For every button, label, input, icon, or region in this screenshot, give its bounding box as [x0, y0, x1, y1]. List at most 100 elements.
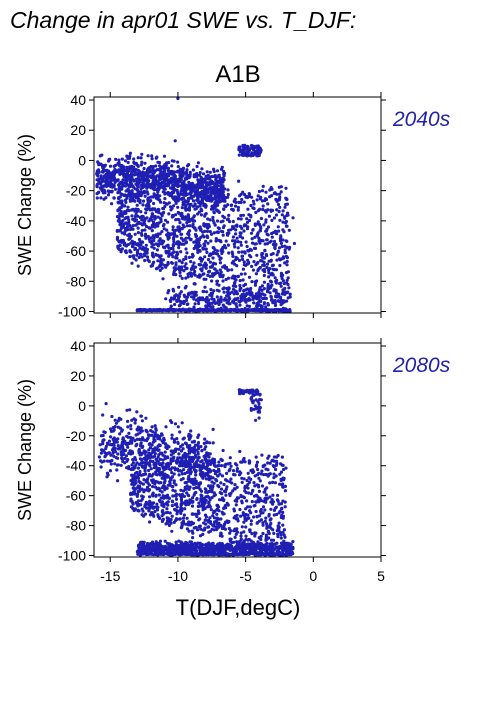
- data-point: [119, 181, 123, 185]
- data-point: [227, 302, 231, 306]
- data-point: [251, 468, 255, 472]
- data-point: [174, 508, 178, 512]
- data-point: [148, 307, 152, 312]
- data-point: [185, 224, 189, 228]
- data-point: [217, 463, 221, 468]
- data-point: [220, 198, 224, 202]
- data-point: [173, 302, 177, 307]
- data-point: [116, 447, 120, 451]
- data-point: [159, 254, 163, 258]
- data-point: [116, 452, 120, 456]
- data-point: [205, 188, 209, 192]
- data-point: [249, 146, 253, 150]
- data-point: [240, 254, 245, 258]
- data-point: [159, 219, 163, 224]
- data-point: [277, 192, 282, 196]
- data-point: [142, 438, 147, 442]
- data-point: [206, 494, 210, 498]
- data-point: [158, 437, 162, 441]
- data-point: [236, 217, 241, 221]
- data-point: [165, 475, 169, 479]
- data-point: [189, 274, 194, 278]
- data-point: [185, 491, 189, 495]
- data-point: [186, 500, 190, 504]
- data-point: [108, 469, 112, 473]
- data-point: [279, 303, 283, 307]
- data-point: [176, 160, 180, 164]
- data-point: [259, 537, 263, 542]
- data-point: [125, 171, 130, 175]
- data-point: [190, 504, 195, 508]
- data-point: [291, 216, 295, 220]
- data-point: [189, 307, 193, 311]
- data-point: [286, 276, 290, 280]
- data-point: [156, 469, 160, 473]
- data-point: [214, 478, 218, 482]
- data-point: [126, 205, 130, 209]
- data-point: [281, 209, 285, 213]
- data-point: [215, 516, 219, 520]
- data-point: [121, 436, 125, 440]
- data-point: [158, 471, 162, 476]
- data-point: [183, 286, 187, 290]
- data-point: [280, 507, 284, 511]
- data-point: [270, 271, 274, 275]
- data-point: [142, 252, 146, 256]
- data-point: [191, 450, 195, 454]
- data-point: [211, 215, 215, 220]
- data-point: [153, 176, 157, 181]
- data-point: [260, 304, 264, 308]
- data-point: [156, 259, 160, 263]
- data-point: [139, 503, 143, 507]
- data-point: [123, 249, 127, 253]
- data-point: [222, 193, 226, 197]
- data-point: [234, 503, 238, 507]
- data-point: [260, 453, 264, 457]
- data-point: [276, 493, 280, 497]
- data-point: [187, 196, 191, 200]
- data-point: [185, 516, 189, 520]
- data-point: [155, 242, 160, 246]
- data-point: [278, 239, 283, 243]
- data-point: [180, 189, 184, 193]
- data-point: [139, 426, 143, 430]
- data-point: [156, 190, 160, 194]
- data-point: [99, 182, 103, 186]
- data-point: [169, 517, 173, 522]
- data-point: [188, 192, 192, 196]
- data-point: [163, 308, 168, 312]
- data-point: [245, 287, 250, 291]
- data-point: [138, 480, 142, 485]
- data-point: [236, 208, 240, 212]
- data-point: [114, 157, 118, 161]
- data-point: [136, 179, 140, 183]
- data-point: [175, 512, 179, 516]
- data-point: [239, 217, 243, 221]
- data-point: [186, 302, 190, 306]
- data-point: [231, 219, 235, 224]
- data-point: [243, 272, 247, 276]
- data-point: [274, 281, 278, 285]
- y-tick-label: -100: [58, 303, 86, 319]
- data-point: [98, 443, 102, 447]
- data-point: [283, 205, 287, 209]
- data-point: [180, 232, 184, 236]
- data-point: [118, 432, 122, 436]
- data-point: [162, 239, 166, 243]
- data-point: [221, 230, 225, 234]
- data-point: [144, 243, 148, 247]
- data-point: [172, 204, 176, 208]
- data-point: [115, 229, 119, 233]
- data-point: [184, 257, 188, 261]
- data-point: [221, 214, 225, 218]
- data-point: [209, 253, 213, 257]
- data-point: [172, 236, 176, 240]
- data-point: [254, 292, 258, 296]
- data-point: [171, 247, 175, 251]
- data-point: [240, 480, 244, 484]
- y-axis-label-2040s: SWE Change (%): [15, 134, 35, 276]
- data-point: [156, 266, 160, 270]
- data-point: [157, 453, 161, 457]
- data-point: [212, 458, 216, 462]
- data-point: [206, 235, 210, 240]
